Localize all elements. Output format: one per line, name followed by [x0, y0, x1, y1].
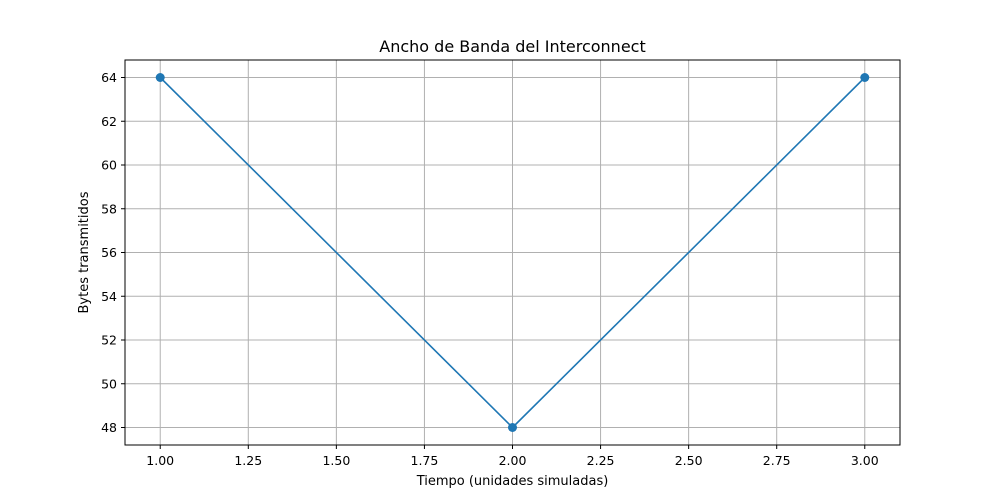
y-tick-label: 56 [101, 245, 117, 260]
x-tick-label: 2.25 [587, 453, 615, 468]
data-point [860, 73, 870, 82]
y-tick-label: 52 [101, 333, 117, 348]
x-tick-label: 1.75 [411, 453, 439, 468]
data-point [155, 73, 165, 82]
x-axis-ticks: 1.00 1.25 1.50 1.75 2.00 2.25 2.50 2.75 3.00 [146, 445, 879, 468]
y-tick-label: 50 [101, 376, 117, 391]
y-tick-label: 48 [101, 420, 117, 435]
y-axis-label: Bytes transmitidos [77, 191, 92, 313]
x-axis-label: Tiempo (unidades simuladas) [416, 474, 609, 489]
x-tick-label: 2.75 [763, 453, 791, 468]
y-tick-label: 62 [101, 114, 117, 129]
y-axis-ticks: 48 50 52 54 56 58 60 62 64 [101, 70, 125, 435]
x-tick-label: 2.50 [675, 453, 703, 468]
y-tick-label: 58 [101, 201, 117, 216]
y-tick-label: 60 [101, 158, 117, 173]
y-tick-label: 54 [101, 289, 117, 304]
x-tick-label: 1.25 [234, 453, 262, 468]
y-tick-label: 64 [101, 70, 117, 85]
chart-title: Ancho de Banda del Interconnect [379, 37, 645, 56]
data-point [508, 423, 517, 432]
x-tick-label: 2.00 [499, 453, 527, 468]
x-tick-label: 3.00 [851, 453, 879, 468]
x-tick-label: 1.00 [146, 453, 174, 468]
x-tick-label: 1.50 [322, 453, 350, 468]
series-layer [155, 73, 870, 432]
